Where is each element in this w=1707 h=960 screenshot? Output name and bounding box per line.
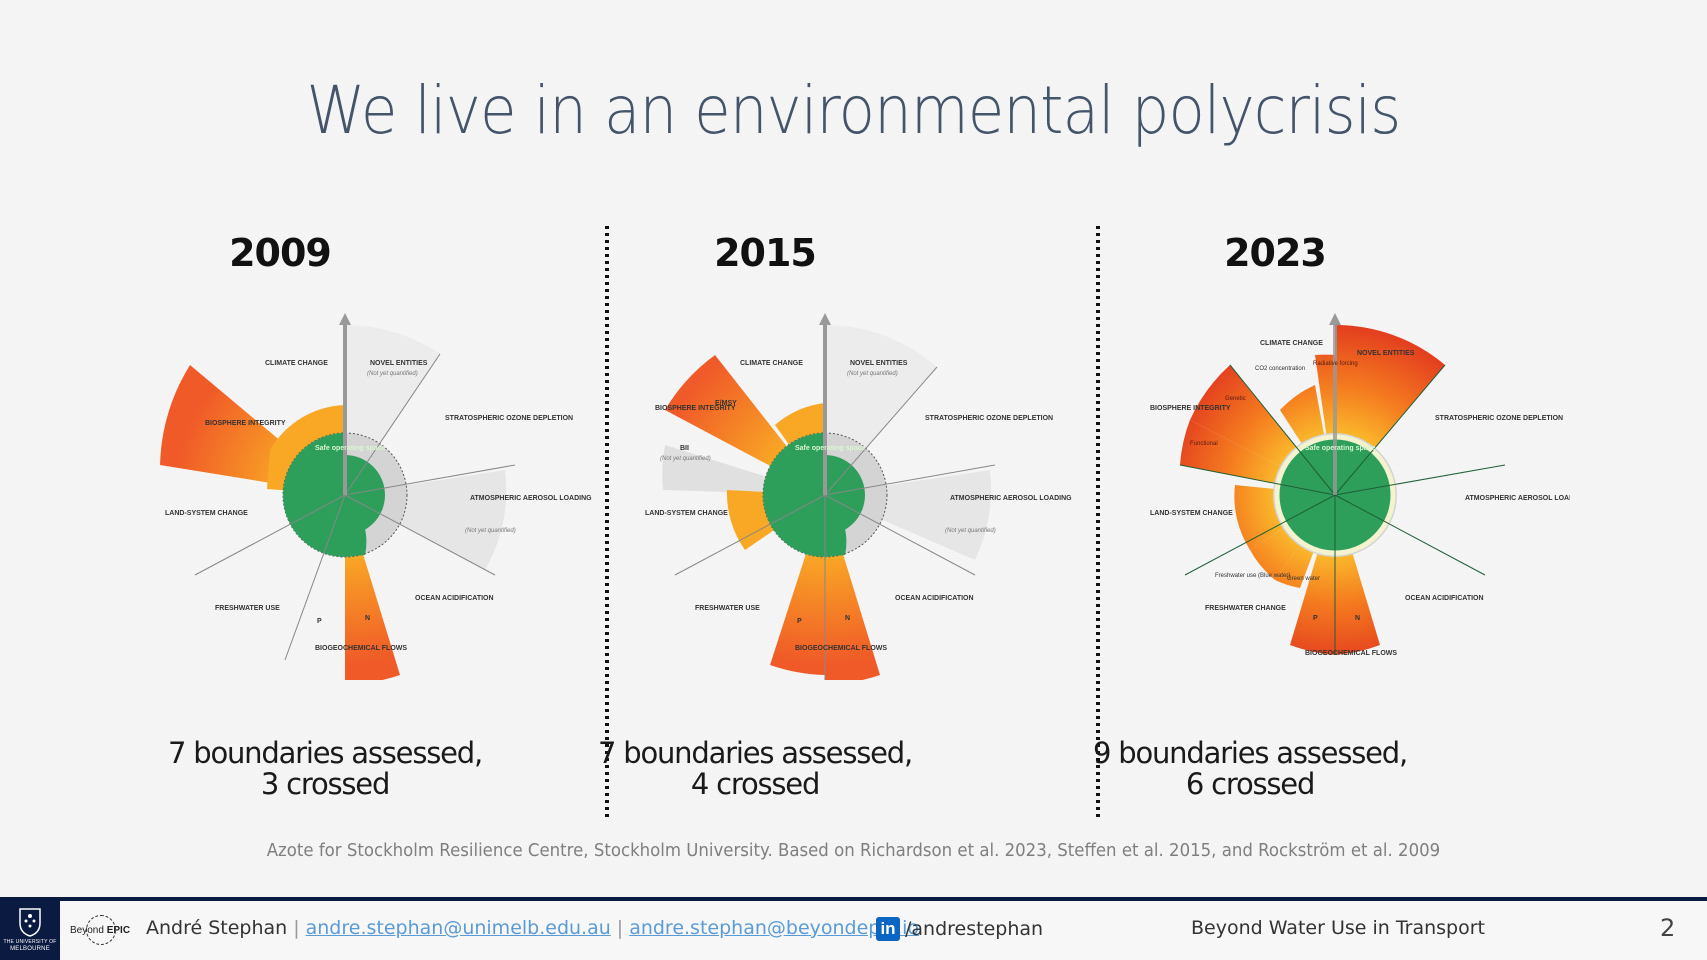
- label-ozone: STRATOSPHERIC OZONE DEPLETION: [925, 415, 1053, 422]
- summary-crossed: 4 crossed: [690, 767, 821, 801]
- label-novel: NOVEL ENTITIES: [850, 360, 908, 367]
- label-ozone: STRATOSPHERIC OZONE DEPLETION: [445, 415, 573, 422]
- summary-assessed: 9 boundaries assessed,: [1092, 736, 1408, 770]
- slide-title: We live in an environmental polycrisis: [306, 72, 1402, 149]
- planetary-boundaries-diagram-2009: CLIMATE CHANGE NOVEL ENTITIES (Not yet q…: [160, 313, 592, 680]
- label-bii: BII: [680, 445, 689, 452]
- label-aerosol-note: (Not yet quantified): [465, 528, 516, 534]
- email-link-unimelb[interactable]: andre.stephan@unimelb.edu.au: [305, 917, 611, 939]
- label-biosphere: BIOSPHERE INTEGRITY: [205, 420, 286, 427]
- panel-2023: 2023: [1093, 225, 1570, 815]
- summary-crossed: 6 crossed: [1185, 767, 1316, 801]
- linkedin-handle: /andrestephan: [905, 918, 1044, 940]
- axis-lines: [674, 366, 996, 680]
- label-climate: CLIMATE CHANGE: [265, 360, 328, 367]
- page-number: 2: [1660, 914, 1676, 942]
- crest-icon: [19, 908, 41, 937]
- slide-footer: THE UNIVERSITY OF MELBOURNE Beyond EPIC …: [0, 897, 1707, 960]
- author-name: André Stephan: [146, 917, 288, 939]
- label-safe-space: Safe operating space: [1305, 445, 1376, 452]
- label-land: LAND-SYSTEM CHANGE: [645, 510, 728, 517]
- label-land: LAND-SYSTEM CHANGE: [165, 510, 248, 517]
- label-novel: NOVEL ENTITIES: [370, 360, 428, 367]
- label-bgc-p: P: [1313, 615, 1318, 622]
- label-fw-green: Green water: [1287, 576, 1320, 582]
- label-co2: CO2 concentration: [1255, 366, 1305, 372]
- label-climate: CLIMATE CHANGE: [740, 360, 803, 367]
- panel-2009: 2009: [140, 225, 610, 815]
- risk-axis-arrow: [1333, 320, 1337, 495]
- label-ocean: OCEAN ACIDIFICATION: [895, 595, 974, 602]
- summary-crossed: 3 crossed: [260, 767, 391, 801]
- label-bgc-n: N: [365, 615, 370, 622]
- separator: |: [293, 917, 300, 939]
- label-bgc: BIOGEOCHEMICAL FLOWS: [1305, 650, 1397, 657]
- dotted-divider: [605, 226, 609, 820]
- epic-logo-circle: [86, 915, 116, 945]
- panel-2015: 2015 CLIMATE CHANGE NOVEL ENTI: [598, 225, 1090, 815]
- label-novel: NOVEL ENTITIES: [1357, 350, 1415, 357]
- summary-assessed: 7 boundaries assessed,: [167, 736, 483, 770]
- separator: |: [616, 917, 624, 939]
- risk-axis-arrowhead: [1329, 313, 1341, 325]
- risk-axis-arrowhead: [339, 313, 351, 325]
- label-bgc-n: N: [1355, 615, 1360, 622]
- label-ocean: OCEAN ACIDIFICATION: [415, 595, 494, 602]
- email-link-beyondepic[interactable]: andre.stephan@beyondepic.io: [629, 917, 920, 939]
- contact-line: André Stephan | andre.stephan@unimelb.edu.…: [146, 917, 919, 939]
- label-aerosol-note: (Not yet quantified): [945, 528, 996, 534]
- label-freshwater: FRESHWATER CHANGE: [1205, 605, 1286, 612]
- risk-axis-arrowhead: [819, 313, 831, 325]
- label-climate: CLIMATE CHANGE: [1260, 340, 1323, 347]
- course-title: Beyond Water Use in Transport: [1191, 917, 1485, 939]
- panel-year: 2009: [229, 231, 332, 275]
- label-aerosol: ATMOSPHERIC AEROSOL LOADING: [1465, 495, 1570, 502]
- panel-summary: 9 boundaries assessed, 6 crossed: [1040, 738, 1460, 800]
- image-credit: Azote for Stockholm Resilience Centre, S…: [266, 840, 1441, 861]
- label-land: LAND-SYSTEM CHANGE: [1150, 510, 1233, 517]
- planetary-boundaries-diagram-2015: CLIMATE CHANGE NOVEL ENTITIES (Not yet q…: [645, 313, 1072, 680]
- label-aerosol: ATMOSPHERIC AEROSOL LOADING: [470, 495, 592, 502]
- label-bgc-p: P: [317, 618, 322, 625]
- label-biosphere: BIOSPHERE INTEGRITY: [1150, 405, 1231, 412]
- summary-assessed: 7 boundaries assessed,: [597, 736, 913, 770]
- axis-lines: [194, 353, 516, 661]
- label-radiative: Radiative forcing: [1313, 361, 1358, 367]
- label-bgc-p: P: [797, 618, 802, 625]
- planetary-boundaries-diagram-2023: CLIMATE CHANGE CO2 concentration Radiati…: [1150, 313, 1570, 657]
- linkedin-link[interactable]: in /andrestephan: [876, 917, 1043, 941]
- label-freshwater: FRESHWATER USE: [695, 605, 760, 612]
- uom-logo-text: THE UNIVERSITY OF: [3, 939, 57, 945]
- label-ozone: STRATOSPHERIC OZONE DEPLETION: [1435, 415, 1563, 422]
- label-bii-note: (Not yet quantified): [660, 456, 711, 462]
- label-bgc: BIOGEOCHEMICAL FLOWS: [795, 645, 887, 652]
- label-functional: Functional: [1190, 441, 1218, 447]
- label-safe-space: Safe operating space: [795, 445, 866, 452]
- risk-axis-arrow: [343, 320, 347, 495]
- label-freshwater: FRESHWATER USE: [215, 605, 280, 612]
- label-aerosol: ATMOSPHERIC AEROSOL LOADING: [950, 495, 1072, 502]
- label-bgc-n: N: [845, 615, 850, 622]
- risk-axis-arrow: [823, 320, 827, 495]
- label-novel-note: (Not yet quantified): [847, 371, 898, 377]
- panel-summary: 7 boundaries assessed, 4 crossed: [545, 738, 965, 800]
- university-of-melbourne-logo: THE UNIVERSITY OF MELBOURNE: [0, 901, 60, 960]
- label-emsy: E/MSY: [715, 400, 737, 407]
- panel-year: 2015: [714, 231, 817, 275]
- axis-lines: [1179, 364, 1506, 655]
- uom-logo-text: MELBOURNE: [10, 946, 50, 952]
- label-fw-blue: Freshwater use (Blue water): [1215, 573, 1290, 579]
- panel-year: 2023: [1224, 231, 1327, 275]
- label-biosphere: BIOSPHERE INTEGRITY: [655, 405, 736, 412]
- beyond-epic-logo: Beyond EPIC: [70, 913, 132, 949]
- label-genetic: Genetic: [1225, 396, 1246, 402]
- linkedin-icon: in: [876, 917, 900, 941]
- dotted-divider: [1096, 226, 1100, 820]
- epic-logo-text: Beyond EPIC: [70, 925, 131, 936]
- label-bgc: BIOGEOCHEMICAL FLOWS: [315, 645, 407, 652]
- label-ocean: OCEAN ACIDIFICATION: [1405, 595, 1484, 602]
- label-safe-space: Safe operating space: [315, 445, 386, 452]
- panel-summary: 7 boundaries assessed, 3 crossed: [115, 738, 535, 800]
- label-novel-note: (Not yet quantified): [367, 371, 418, 377]
